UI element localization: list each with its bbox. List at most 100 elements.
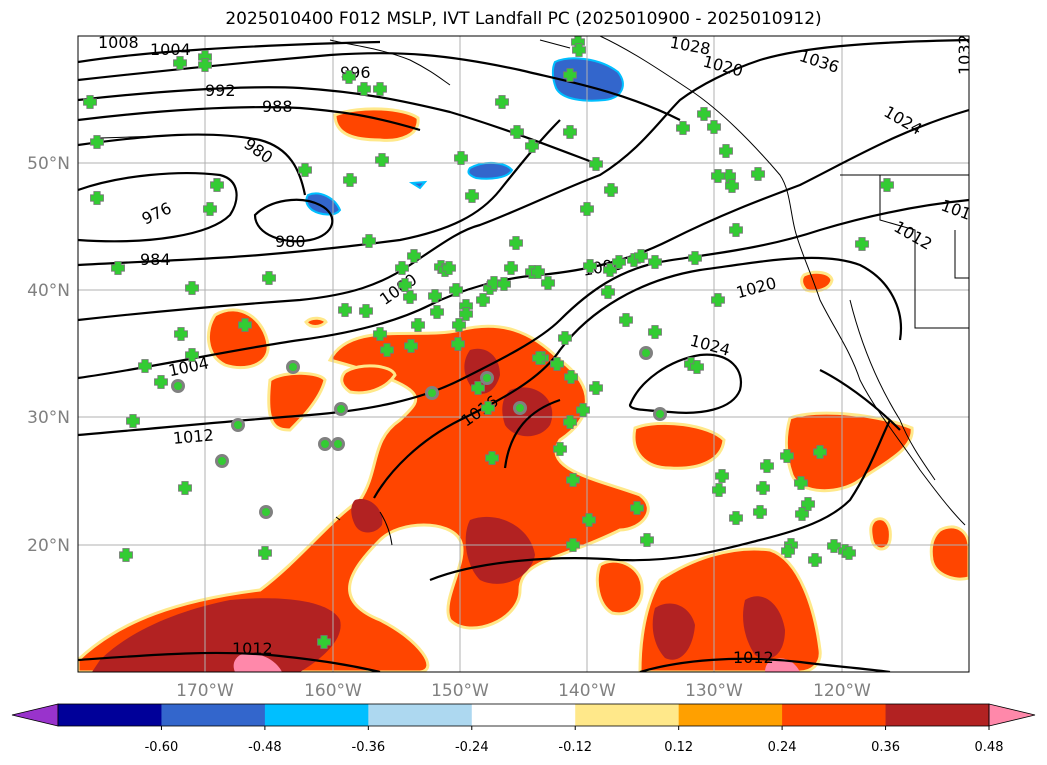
- landfall-plus-marker: [452, 318, 466, 332]
- landfall-plus-marker: [563, 68, 577, 82]
- landfall-plus-marker: [258, 546, 272, 560]
- isobar-label: 980: [275, 232, 306, 251]
- landfall-plus-marker: [827, 539, 841, 553]
- isobar-label: 1012: [232, 639, 273, 658]
- colorbar-tick-label: 0.36: [871, 740, 900, 755]
- landfall-plus-marker: [454, 151, 468, 165]
- lat-label: 50°N: [27, 154, 70, 174]
- landfall-plus-marker: [395, 261, 409, 275]
- landfall-plus-marker: [711, 169, 725, 183]
- landfall-circle-marker: [286, 360, 300, 374]
- landfall-plus-marker: [210, 178, 224, 192]
- landfall-plus-marker: [634, 249, 648, 263]
- landfall-plus-marker: [751, 167, 765, 181]
- lon-label: 120°W: [813, 681, 871, 701]
- landfall-plus-marker: [780, 449, 794, 463]
- landfall-plus-marker: [357, 82, 371, 96]
- isobar-label: 1012: [733, 648, 774, 667]
- landfall-plus-marker: [373, 82, 387, 96]
- landfall-plus-marker: [430, 305, 444, 319]
- landfall-plus-marker: [630, 501, 644, 515]
- landfall-plus-marker: [563, 125, 577, 139]
- colorbar-segment: [368, 704, 473, 726]
- colorbar-segment: [58, 704, 162, 726]
- isobar-label: 1004: [150, 40, 191, 59]
- landfall-plus-marker: [842, 546, 856, 560]
- landfall-plus-marker: [580, 202, 594, 216]
- landfall-plus-marker: [604, 183, 618, 197]
- landfall-plus-marker: [541, 276, 555, 290]
- colorbar-tick-label: -0.12: [558, 740, 592, 755]
- colorbar-tick-label: -0.48: [248, 740, 282, 755]
- landfall-plus-marker: [126, 414, 140, 428]
- landfall-plus-marker: [808, 553, 822, 567]
- landfall-plus-marker: [504, 261, 518, 275]
- landfall-plus-marker: [729, 223, 743, 237]
- landfall-circle-marker: [639, 346, 653, 360]
- landfall-plus-marker: [612, 255, 626, 269]
- landfall-circle-marker: [171, 379, 185, 393]
- landfall-plus-marker: [711, 293, 725, 307]
- landfall-plus-marker: [688, 251, 702, 265]
- isobar-label: 1032: [955, 34, 974, 75]
- landfall-circle-marker: [480, 371, 494, 385]
- colorbar-segment: [885, 704, 990, 726]
- landfall-circle-marker: [653, 407, 667, 421]
- landfall-plus-marker: [795, 507, 809, 521]
- landfall-plus-marker: [880, 178, 894, 192]
- landfall-circle-marker: [331, 437, 345, 451]
- landfall-plus-marker: [801, 497, 815, 511]
- landfall-plus-marker: [465, 189, 479, 203]
- landfall-circle-marker: [231, 418, 245, 432]
- landfall-plus-marker: [398, 278, 412, 292]
- landfall-plus-marker: [563, 415, 577, 429]
- colorbar-extend-max: [988, 703, 1036, 727]
- map-frame: [77, 35, 970, 673]
- lon-label: 150°W: [431, 681, 489, 701]
- landfall-plus-marker: [298, 163, 312, 177]
- lon-label: 140°W: [558, 681, 616, 701]
- landfall-plus-marker: [407, 249, 421, 263]
- landfall-plus-marker: [459, 307, 473, 321]
- landfall-plus-marker: [428, 289, 442, 303]
- colorbar-segment: [678, 704, 783, 726]
- landfall-plus-marker: [359, 304, 373, 318]
- landfall-plus-marker: [262, 271, 276, 285]
- landfall-plus-marker: [648, 325, 662, 339]
- isobar-label: 1028: [668, 33, 711, 59]
- colorbar-tick-label: -0.24: [455, 740, 489, 755]
- landfall-plus-marker: [343, 173, 357, 187]
- landfall-plus-marker: [553, 442, 567, 456]
- colorbar-tick-label: -0.36: [352, 740, 386, 755]
- landfall-plus-marker: [794, 476, 808, 490]
- landfall-plus-marker: [589, 157, 603, 171]
- landfall-circle-marker: [318, 437, 332, 451]
- colorbar-tick-label: -0.60: [145, 740, 179, 755]
- landfall-plus-marker: [178, 481, 192, 495]
- colorbar-extend-min: [11, 703, 59, 727]
- landfall-plus-marker: [411, 318, 425, 332]
- lon-label: 170°W: [176, 681, 234, 701]
- isobar-label: 988: [262, 97, 293, 116]
- landfall-circle-marker: [513, 401, 527, 415]
- lat-label: 20°N: [27, 536, 70, 556]
- landfall-plus-marker: [185, 348, 199, 362]
- landfall-plus-marker: [373, 327, 387, 341]
- landfall-circle-marker: [334, 402, 348, 416]
- landfall-plus-marker: [725, 179, 739, 193]
- landfall-plus-marker: [449, 283, 463, 297]
- landfall-circle-marker: [425, 386, 439, 400]
- landfall-plus-marker: [198, 58, 212, 72]
- colorbar-segment: [575, 704, 680, 726]
- landfall-plus-marker: [471, 381, 485, 395]
- landfall-plus-marker: [174, 327, 188, 341]
- landfall-plus-marker: [138, 359, 152, 373]
- landfall-plus-marker: [781, 544, 795, 558]
- landfall-plus-marker: [510, 125, 524, 139]
- landfall-plus-marker: [603, 263, 617, 277]
- landfall-plus-marker: [558, 331, 572, 345]
- landfall-plus-marker: [753, 505, 767, 519]
- landfall-plus-marker: [442, 261, 456, 275]
- isobar-label: 1012: [172, 425, 214, 447]
- landfall-plus-marker: [729, 511, 743, 525]
